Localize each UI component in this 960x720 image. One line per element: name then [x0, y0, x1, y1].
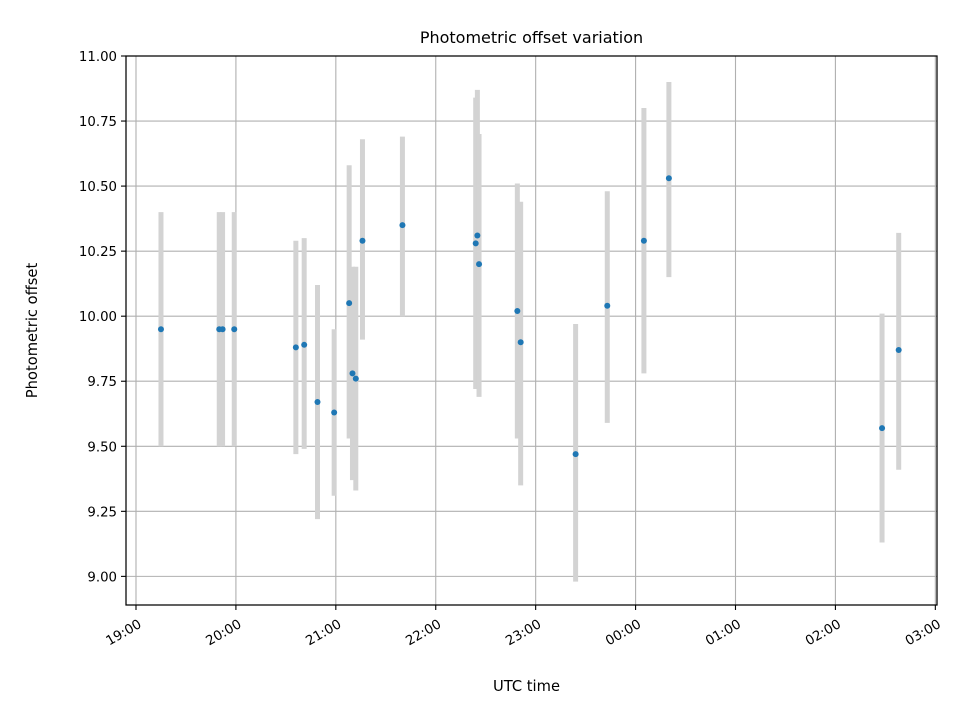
data-point [314, 399, 321, 406]
data-point [572, 451, 579, 458]
y-tick-label: 11.00 [79, 50, 117, 65]
data-points [157, 175, 902, 458]
y-tick-label: 10.75 [79, 115, 117, 130]
y-tick-label: 9.00 [87, 570, 117, 585]
y-tick-label: 10.50 [79, 180, 117, 195]
data-point [349, 370, 356, 377]
data-point [346, 300, 353, 307]
data-point [879, 425, 886, 432]
data-point [157, 326, 164, 333]
data-point [231, 326, 238, 333]
data-point [359, 237, 366, 244]
data-point [301, 341, 308, 348]
data-point [476, 261, 483, 268]
data-point [895, 347, 902, 354]
y-tick-label: 10.00 [79, 310, 117, 325]
data-point [604, 302, 611, 309]
data-point [517, 339, 524, 346]
x-axis-label: UTC time [493, 678, 560, 695]
chart-title: Photometric offset variation [420, 28, 643, 47]
data-point [474, 232, 481, 239]
y-tick-label: 9.75 [87, 375, 117, 390]
grid [126, 55, 937, 605]
data-point [472, 240, 479, 247]
y-tick-label: 10.25 [79, 245, 117, 260]
data-point [292, 344, 299, 351]
y-tick-label: 9.50 [87, 440, 117, 455]
plot-frame [125, 55, 938, 606]
data-point [331, 409, 338, 416]
data-point [219, 326, 226, 333]
y-tick-label: 9.25 [87, 505, 117, 520]
data-point [514, 307, 521, 314]
y-axis-label: Photometric offset [24, 263, 41, 399]
data-point [399, 222, 406, 229]
data-point [665, 175, 672, 182]
data-point [352, 375, 359, 382]
data-point [640, 237, 647, 244]
